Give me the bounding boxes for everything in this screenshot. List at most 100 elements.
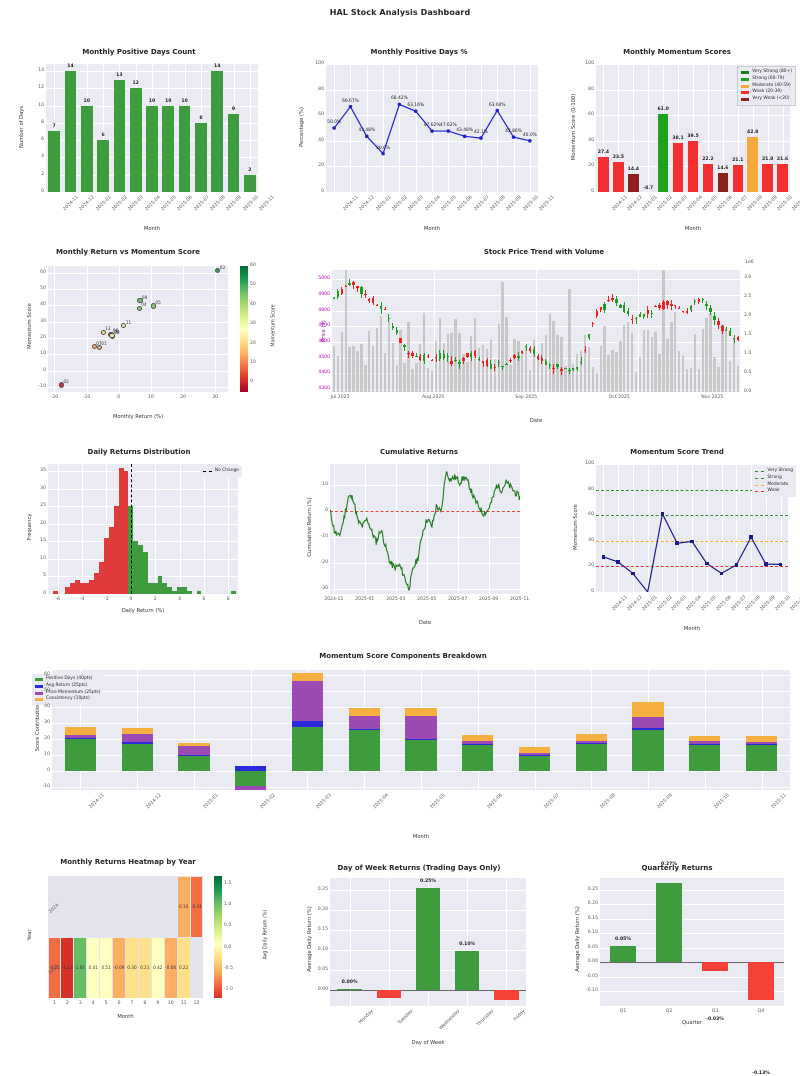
candle-body (654, 306, 656, 307)
chart-positive-days-count: Monthly Positive Days Count Month Number… (8, 48, 270, 238)
chart-title: Cumulative Returns (288, 448, 550, 456)
x-tick-label: 2025-07 (731, 195, 748, 212)
stack-segment (65, 735, 96, 737)
plot-area (330, 878, 526, 1006)
x-tick-label: 2 (61, 1001, 73, 1006)
volume-tick-label: 1.5 (744, 332, 751, 337)
x-tick-label: 2025-01 (351, 597, 379, 602)
y-tick-label: 30 (24, 319, 46, 324)
volume-tick-label: 2.0 (744, 313, 751, 318)
y-tick-label: -0.05 (576, 974, 598, 979)
x-tick-label: 2025-01 (375, 195, 392, 212)
x-tick-label: 2025-01 (95, 195, 112, 212)
chart-components-breakdown: Momentum Score Components Breakdown Mont… (8, 652, 798, 848)
volume-bar (564, 366, 566, 393)
chart-cumulative-returns: Cumulative Returns Date Cumulative Retur… (288, 448, 550, 638)
volume-bar (588, 347, 590, 392)
bar-value-label: 8 (187, 116, 215, 121)
histogram-bar (53, 591, 58, 595)
point-label: 02 (64, 379, 69, 384)
candle-body (372, 298, 374, 303)
y-tick-label: 0 (572, 189, 594, 194)
gridline (350, 878, 351, 1006)
volume-bar (396, 365, 398, 392)
data-marker (749, 535, 753, 539)
y-tick-label: 0.25 (306, 887, 328, 892)
y-tick-label: -0.10 (576, 988, 598, 993)
chart-title: Monthly Positive Days Count (8, 48, 270, 56)
legend-label: Avg Return (25pts) (46, 683, 87, 690)
bar (377, 990, 401, 998)
volume-bar (647, 330, 649, 392)
volume-bar (725, 328, 727, 392)
volume-bar (513, 339, 515, 392)
x-tick-label: Friday (513, 1009, 526, 1022)
volume-bar (537, 358, 539, 392)
volume-bar (674, 312, 676, 392)
candle-body (509, 360, 511, 361)
legend-swatch-icon (755, 491, 764, 492)
candle-body (721, 326, 723, 331)
bar (702, 962, 727, 971)
data-marker (616, 560, 620, 564)
legend-swatch-icon (741, 91, 749, 94)
legend-label: Strong (767, 475, 781, 482)
y-tick-label: 40 (572, 538, 594, 543)
candle-body (411, 353, 413, 356)
y-tick-label: 60 (302, 112, 324, 117)
x-tick-label: Monday (358, 1009, 374, 1025)
no-change-legend: No Change (200, 466, 242, 477)
gridline (151, 266, 152, 392)
y-tick-label: 60 (24, 270, 46, 275)
heatmap-value-label: -0.31 (187, 904, 206, 909)
bar (228, 114, 240, 192)
x-tick-label: 2025-08 (600, 793, 617, 810)
x-tick-label: 2025-03 (128, 195, 145, 212)
point-label: 09 (142, 295, 147, 300)
bar-value-label: -0.13% (736, 1071, 785, 1076)
x-tick-label: 2025-09 (760, 595, 777, 612)
x-tick-label: 2024-11 (63, 195, 80, 212)
x-tick-label: Q3 (703, 1009, 727, 1014)
stack-segment (519, 755, 550, 756)
stack-segment (178, 755, 209, 771)
legend-item: Consistency (10pts) (35, 696, 100, 703)
stack-segment (576, 743, 607, 744)
legend-label: Weak (767, 488, 779, 495)
point-value-label: 66.67% (336, 99, 364, 104)
volume-bar (498, 324, 500, 392)
candle-wick (408, 351, 409, 358)
point-label: 12 (105, 326, 110, 331)
candle-body (686, 311, 688, 313)
colorbar (240, 266, 248, 392)
volume-bar (611, 350, 613, 392)
volume-bar (560, 337, 562, 392)
x-tick-label: 2025-07 (543, 793, 560, 810)
y-tick-label: 35 (24, 468, 46, 473)
y-tick-label: 4400 (308, 370, 330, 375)
stack-segment (349, 729, 380, 730)
candle-body (399, 338, 401, 343)
candle-body (552, 368, 554, 370)
candle-body (603, 304, 605, 310)
y-tick-label: 80 (302, 87, 324, 92)
data-marker (690, 540, 694, 544)
x-tick-label: 2025-11 (258, 195, 275, 212)
x-tick-label: 2025-02 (259, 793, 276, 810)
x-tick-label: 2025-09 (226, 195, 243, 212)
x-tick-label: 2025-01 (642, 595, 659, 612)
chart-title: Monthly Positive Days % (288, 48, 550, 56)
gridline (600, 933, 784, 934)
x-tick-label: 10 (165, 1001, 177, 1006)
x-tick-label: 8 (216, 597, 240, 602)
legend-item: Very Weak (<20) (741, 96, 792, 103)
gridline (82, 464, 83, 594)
candle-body (647, 310, 649, 315)
x-tick-label: 11 (178, 1001, 190, 1006)
candle-body (537, 356, 539, 358)
y-tick-label: -10 (28, 784, 50, 789)
bar (748, 962, 773, 999)
candle-body (427, 356, 429, 357)
x-tick-label: 2025-08 (746, 195, 763, 212)
volume-bar (478, 348, 480, 392)
